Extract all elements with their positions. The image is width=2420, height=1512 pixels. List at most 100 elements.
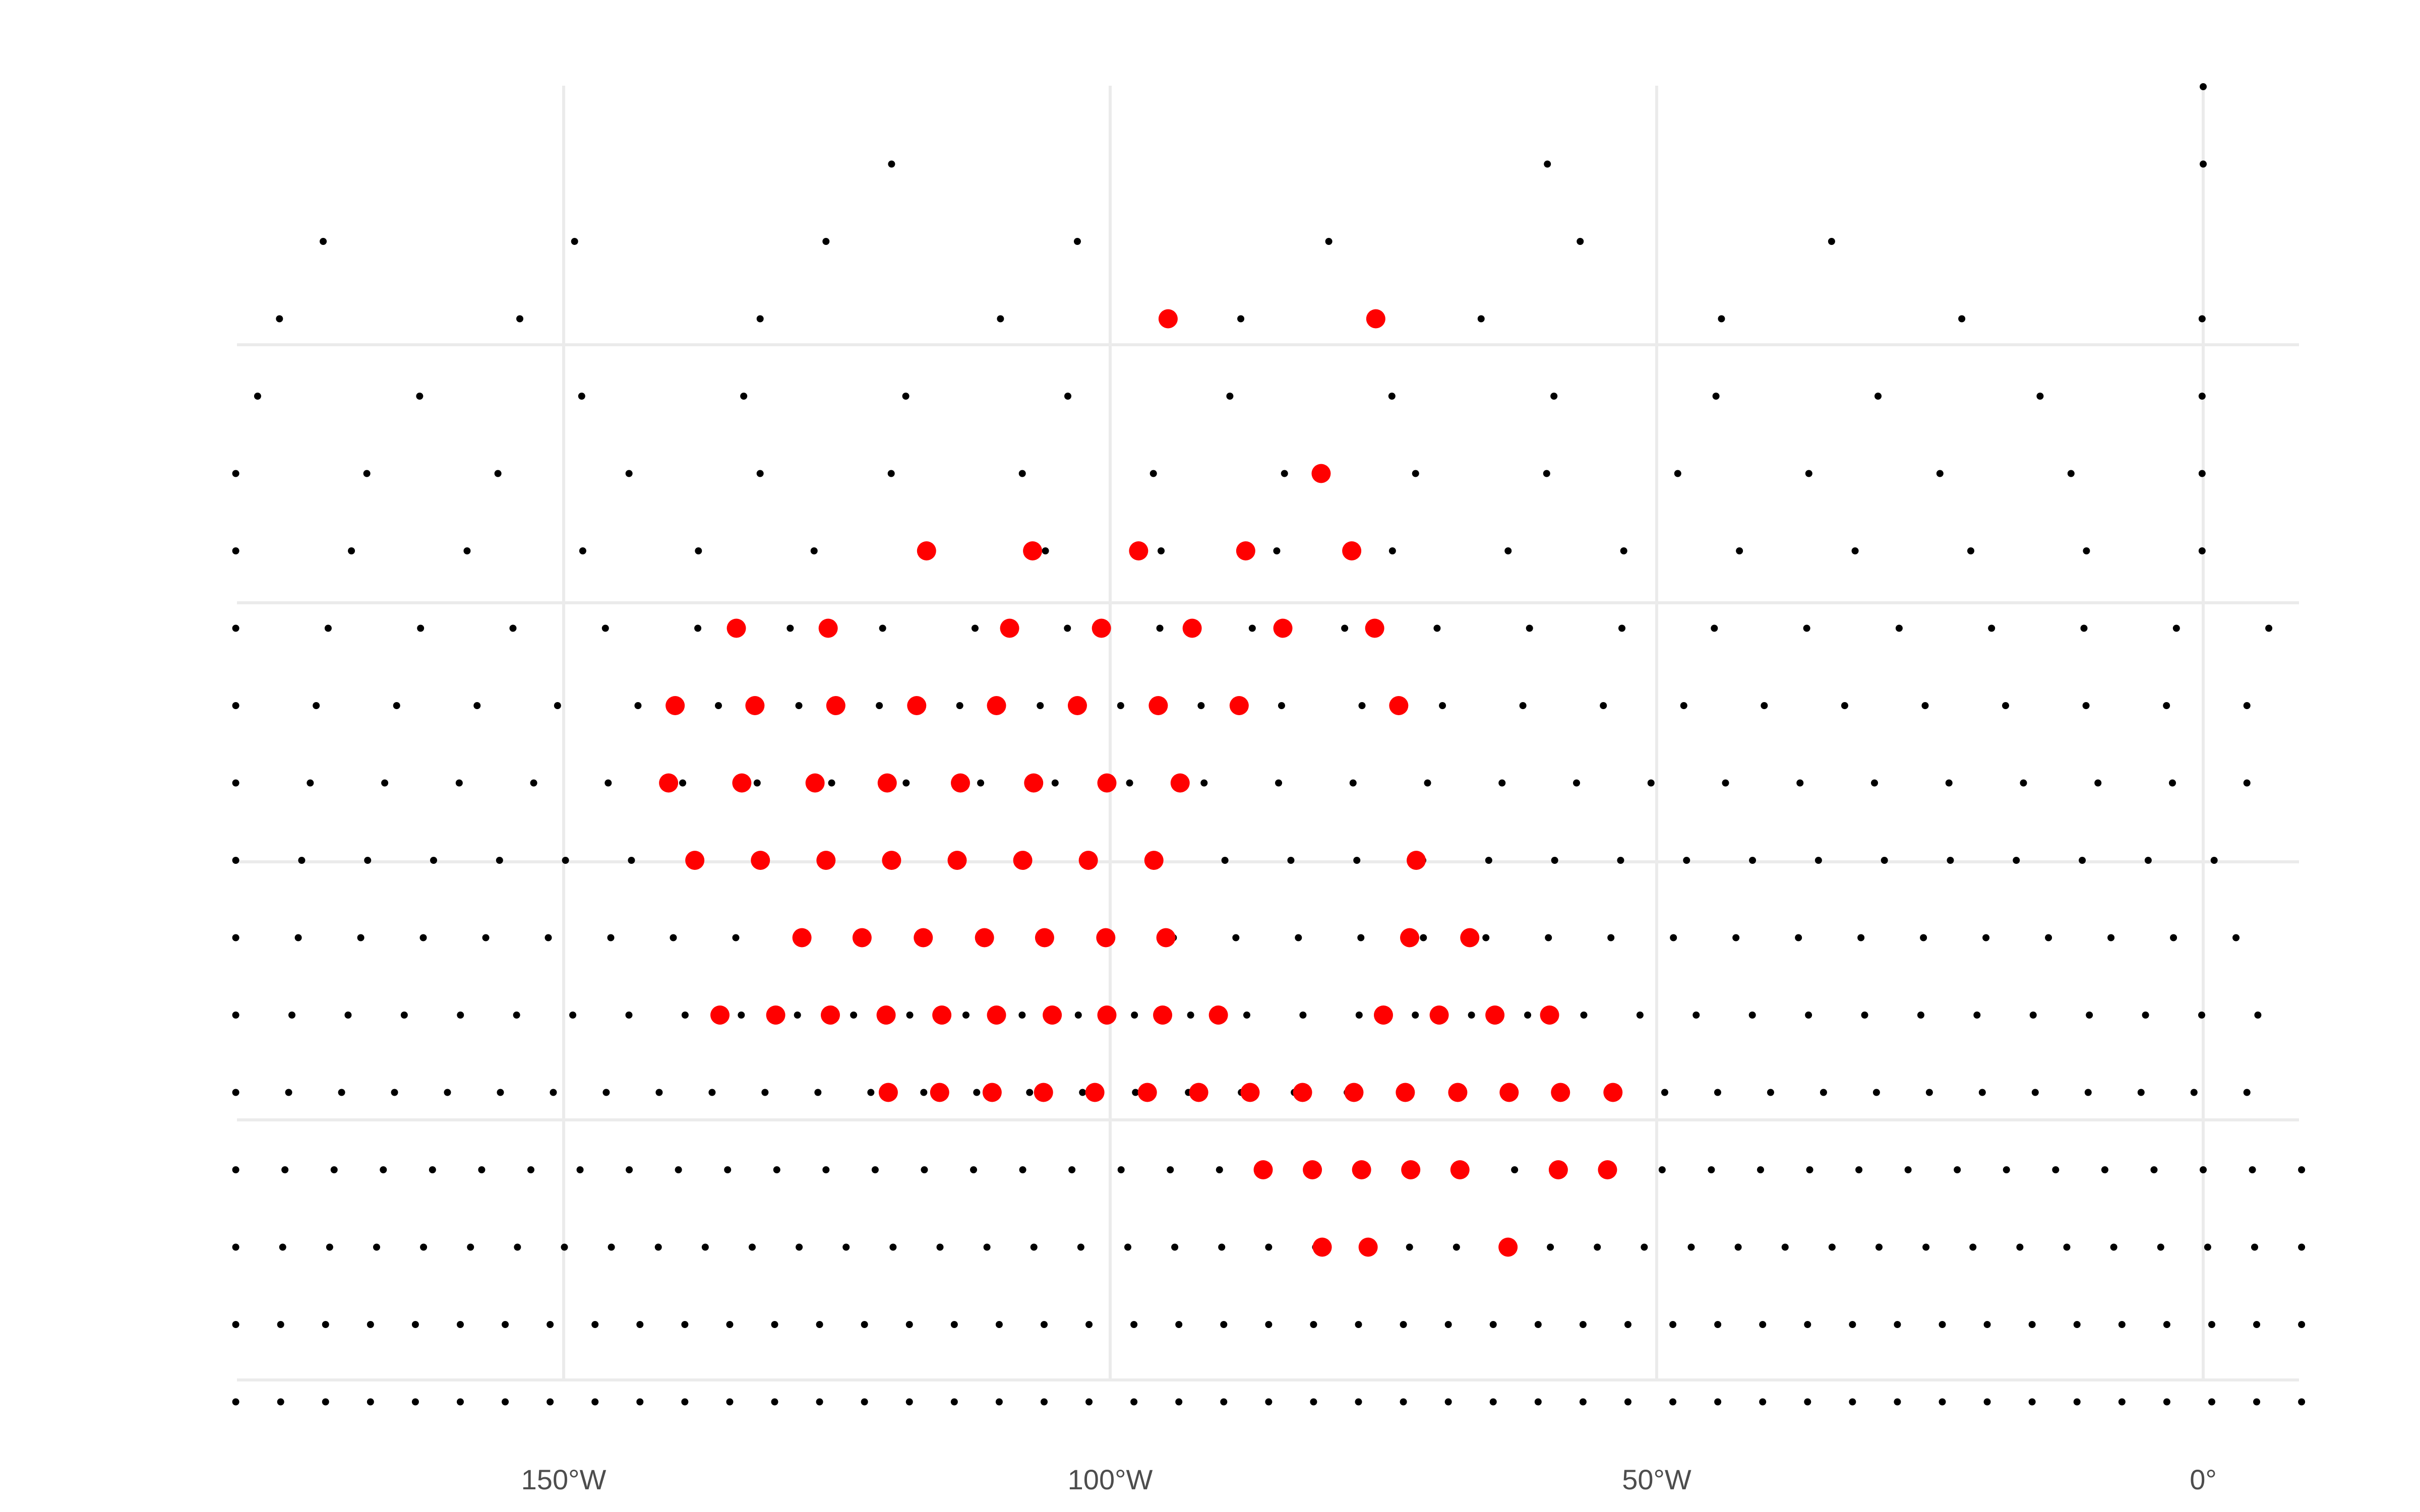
highlighted-point <box>710 1005 730 1025</box>
grid-point <box>695 547 702 554</box>
grid-point <box>681 1398 689 1406</box>
grid-point <box>1806 1166 1813 1173</box>
grid-point <box>232 1243 239 1251</box>
grid-point <box>1310 1321 1317 1328</box>
grid-point <box>1310 1398 1317 1406</box>
highlighted-point <box>766 1005 785 1025</box>
highlighted-point <box>1229 696 1249 715</box>
grid-point <box>726 1398 734 1406</box>
grid-point <box>2298 1321 2306 1328</box>
grid-point <box>828 779 835 787</box>
highlighted-point <box>1067 696 1087 715</box>
highlighted-point <box>1312 1237 1332 1257</box>
highlighted-point <box>1023 541 1043 560</box>
grid-point <box>956 702 963 709</box>
highlighted-point <box>666 696 685 715</box>
grid-point <box>2198 470 2206 477</box>
grid-point <box>1287 857 1295 864</box>
grid-point <box>1692 1012 1700 1019</box>
grid-point <box>1175 1398 1183 1406</box>
highlighted-point <box>1311 464 1331 483</box>
highlighted-point <box>1551 1083 1570 1102</box>
grid-point <box>322 1398 329 1406</box>
grid-point <box>1658 1166 1666 1173</box>
grid-point <box>322 1321 329 1328</box>
grid-point <box>1669 1398 1677 1406</box>
highlighted-point <box>1365 618 1384 638</box>
grid-point <box>887 470 895 477</box>
grid-point <box>576 1166 584 1173</box>
grid-point <box>773 1166 780 1173</box>
grid-point <box>1079 1089 1086 1096</box>
grid-point <box>1722 779 1729 787</box>
grid-point <box>547 1398 554 1406</box>
highlighted-point <box>1158 309 1178 329</box>
grid-point <box>1355 1398 1362 1406</box>
grid-point <box>1388 547 1396 554</box>
grid-point <box>625 470 633 477</box>
grid-point <box>1074 1012 1082 1019</box>
grid-point <box>1124 1243 1131 1251</box>
grid-point <box>2107 934 2115 941</box>
grid-point <box>1600 702 1607 709</box>
grid-point <box>1624 1321 1631 1328</box>
grid-point <box>591 1398 599 1406</box>
grid-point <box>1150 470 1157 477</box>
grid-point <box>1040 1398 1048 1406</box>
highlighted-point <box>1170 773 1190 793</box>
grid-point <box>2079 857 2086 864</box>
grid-point <box>2198 315 2206 323</box>
grid-point <box>681 1012 689 1019</box>
grid-point <box>1355 1321 1362 1328</box>
grid-point <box>1895 624 1903 632</box>
grid-point <box>380 1166 387 1173</box>
grid-point <box>1265 1398 1273 1406</box>
grid-point <box>2298 1398 2306 1406</box>
grid-point <box>400 1012 408 1019</box>
grid-point <box>2232 934 2240 941</box>
grid-point <box>367 1398 374 1406</box>
grid-point <box>2163 1321 2170 1328</box>
grid-point <box>1018 470 1026 477</box>
grid-point <box>995 1321 1003 1328</box>
grid-point <box>1978 1089 1986 1096</box>
grid-point <box>313 702 320 709</box>
grid-point <box>1226 393 1234 400</box>
grid-point <box>1881 857 1888 864</box>
grid-point <box>2200 160 2207 168</box>
grid-point <box>921 1166 928 1173</box>
grid-point <box>1278 702 1285 709</box>
grid-point <box>502 1398 509 1406</box>
grid-point <box>530 779 537 787</box>
highlighted-point <box>1148 696 1168 715</box>
grid-point <box>1872 1089 1880 1096</box>
grid-point <box>561 1243 568 1251</box>
grid-point <box>554 702 561 709</box>
grid-point <box>1945 779 1953 787</box>
highlighted-point <box>1460 928 1480 948</box>
grid-point <box>876 702 883 709</box>
grid-point <box>2208 1321 2215 1328</box>
grid-point <box>795 702 803 709</box>
grid-point <box>2168 779 2176 787</box>
grid-point <box>2016 1243 2024 1251</box>
grid-point <box>357 934 365 941</box>
grid-point <box>393 702 400 709</box>
grid-point <box>1064 624 1071 632</box>
highlighted-point <box>1400 928 1420 948</box>
grid-point <box>732 934 740 941</box>
grid-point <box>2031 1089 2039 1096</box>
grid-point <box>444 1089 451 1096</box>
grid-point <box>1894 1398 1901 1406</box>
highlighted-point <box>1358 1237 1378 1257</box>
grid-point <box>636 1398 644 1406</box>
grid-point <box>2243 702 2251 709</box>
grid-point <box>232 857 239 864</box>
grid-point <box>1736 547 1743 554</box>
grid-point <box>455 779 463 787</box>
highlighted-point <box>914 928 933 948</box>
grid-point <box>232 1321 239 1328</box>
grid-point <box>494 470 502 477</box>
grid-point <box>578 393 585 400</box>
grid-point <box>1680 702 1687 709</box>
